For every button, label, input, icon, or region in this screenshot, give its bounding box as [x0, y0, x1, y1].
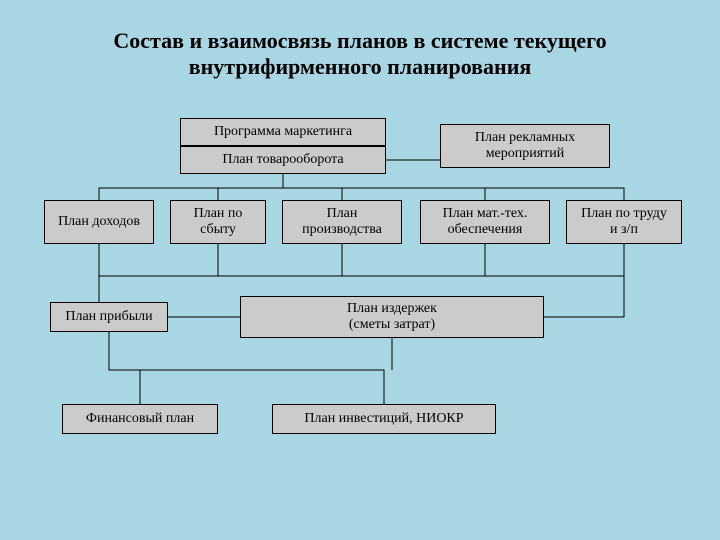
node-labor: План по труду и з/п	[566, 200, 682, 244]
node-turnover: План товарооборота	[180, 146, 386, 174]
edge	[109, 332, 384, 404]
node-marketing: Программа маркетинга	[180, 118, 386, 146]
diagram-stage: Состав и взаимосвязь планов в системе те…	[0, 0, 720, 540]
node-income: План доходов	[44, 200, 154, 244]
edges-layer	[0, 0, 720, 540]
node-costs: План издержек (сметы затрат)	[240, 296, 544, 338]
title-line1: Состав и взаимосвязь планов в системе те…	[113, 28, 606, 53]
page-title: Состав и взаимосвязь планов в системе те…	[0, 28, 720, 80]
node-production: План производства	[282, 200, 402, 244]
node-profit: План прибыли	[50, 302, 168, 332]
edge	[283, 188, 485, 200]
node-sales: План по сбыту	[170, 200, 266, 244]
edge	[99, 244, 624, 276]
node-finance: Финансовый план	[62, 404, 218, 434]
node-logistics: План мат.-тех. обеспечения	[420, 200, 550, 244]
edge	[544, 276, 624, 317]
node-invest: План инвестиций, НИОКР	[272, 404, 496, 434]
edge	[283, 188, 624, 200]
title-line2: внутрифирменного планирования	[189, 54, 532, 79]
node-ads: План рекламных мероприятий	[440, 124, 610, 168]
edge	[99, 174, 283, 200]
edge	[283, 188, 342, 200]
